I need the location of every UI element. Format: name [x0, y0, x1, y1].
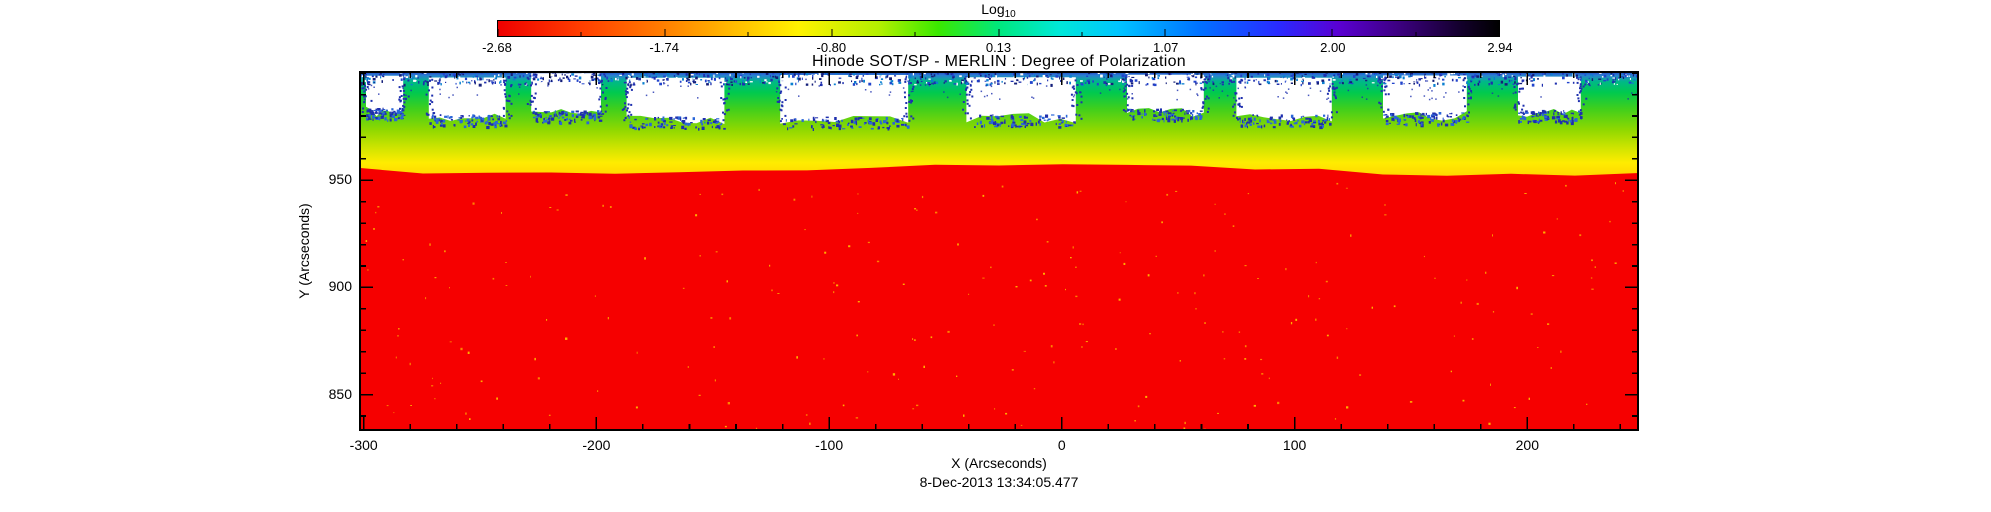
colorbar-tick-label: -2.68 — [482, 40, 512, 55]
y-tick-label: 950 — [328, 171, 352, 188]
colorbar-tick-mark — [1081, 32, 1083, 36]
colorbar-tick-mark — [998, 29, 999, 36]
colorbar-tick-label: -1.74 — [649, 40, 679, 55]
colorbar-tick-label: 0.13 — [985, 40, 1012, 55]
plot-title: Hinode SOT/SP - MERLIN : Degree of Polar… — [812, 53, 1186, 70]
heatmap-canvas — [359, 71, 1639, 431]
colorbar-tick-mark — [747, 32, 749, 36]
colorbar: Log10 -2.68 -1.74 -0.80 0.13 1.07 2.00 2… — [482, 0, 1512, 58]
colorbar-tick-mark — [497, 29, 499, 36]
colorbar-tick-label: -0.80 — [816, 40, 847, 55]
colorbar-tick-labels: -2.68 -1.74 -0.80 0.13 1.07 2.00 2.94 — [482, 40, 1512, 56]
colorbar-tick-mark — [1415, 32, 1417, 36]
x-axis-label: X (Arcseconds) — [951, 455, 1047, 471]
colorbar-tick-mark — [580, 32, 582, 36]
x-tick-label: -200 — [582, 437, 611, 453]
y-axis-ticks: 850 900 950 — [282, 71, 352, 431]
y-tick-label: 850 — [328, 385, 352, 402]
x-tick-label: 100 — [1282, 437, 1307, 453]
y-tick-label: 900 — [328, 278, 352, 295]
colorbar-label-sub: 10 — [1004, 9, 1016, 20]
colorbar-tick-mark — [1248, 32, 1250, 36]
colorbar-tick-label: 2.94 — [1487, 40, 1513, 55]
colorbar-label-main: Log — [981, 1, 1005, 17]
x-tick-label: -100 — [815, 437, 844, 453]
x-tick-label: 0 — [1057, 437, 1066, 453]
x-tick-label: 200 — [1515, 437, 1539, 453]
x-axis-ticks: -300 -200 -100 0 100 200 — [350, 437, 1639, 453]
colorbar-label: Log10 — [497, 1, 1500, 20]
colorbar-tick-mark — [831, 29, 833, 36]
timestamp: 8-Dec-2013 13:34:05.477 — [919, 474, 1079, 490]
colorbar-gradient — [497, 20, 1500, 37]
colorbar-tick-label: 2.00 — [1320, 40, 1346, 55]
colorbar-tick-mark — [1331, 29, 1333, 36]
colorbar-tick-label: 1.07 — [1153, 40, 1179, 55]
colorbar-tick-mark — [1164, 29, 1166, 36]
x-tick-label: -300 — [349, 437, 378, 453]
y-axis-label: Y (Arcseconds) — [296, 203, 312, 299]
colorbar-tick-mark — [914, 32, 916, 36]
colorbar-tick-mark — [1498, 29, 1500, 36]
colorbar-tick-mark — [664, 29, 666, 36]
